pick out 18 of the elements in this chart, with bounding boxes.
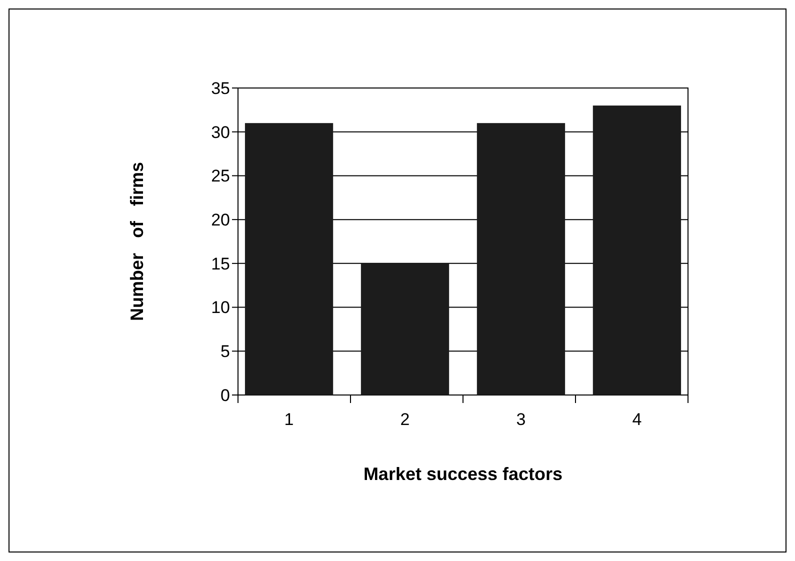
y-tick-label: 35: [211, 78, 230, 98]
x-tick-label: 2: [400, 410, 410, 429]
y-tick-label: 25: [211, 166, 230, 186]
y-tick-label: 20: [211, 210, 230, 230]
y-tick-label: 15: [211, 254, 230, 274]
x-axis-title: Market success factors: [363, 464, 563, 484]
x-tick-label: 4: [632, 410, 642, 429]
y-tick-label: 0: [220, 386, 230, 405]
bar: [244, 123, 334, 395]
y-tick-label: 10: [211, 298, 230, 318]
y-tick-label: 5: [220, 342, 230, 362]
x-tick-label: 1: [284, 410, 294, 429]
bar: [476, 123, 566, 395]
y-tick-label: 30: [211, 122, 230, 142]
bar: [592, 106, 682, 395]
x-tick-label: 3: [516, 410, 526, 429]
bar: [360, 263, 450, 395]
y-axis-title: Number of firms: [127, 162, 147, 322]
